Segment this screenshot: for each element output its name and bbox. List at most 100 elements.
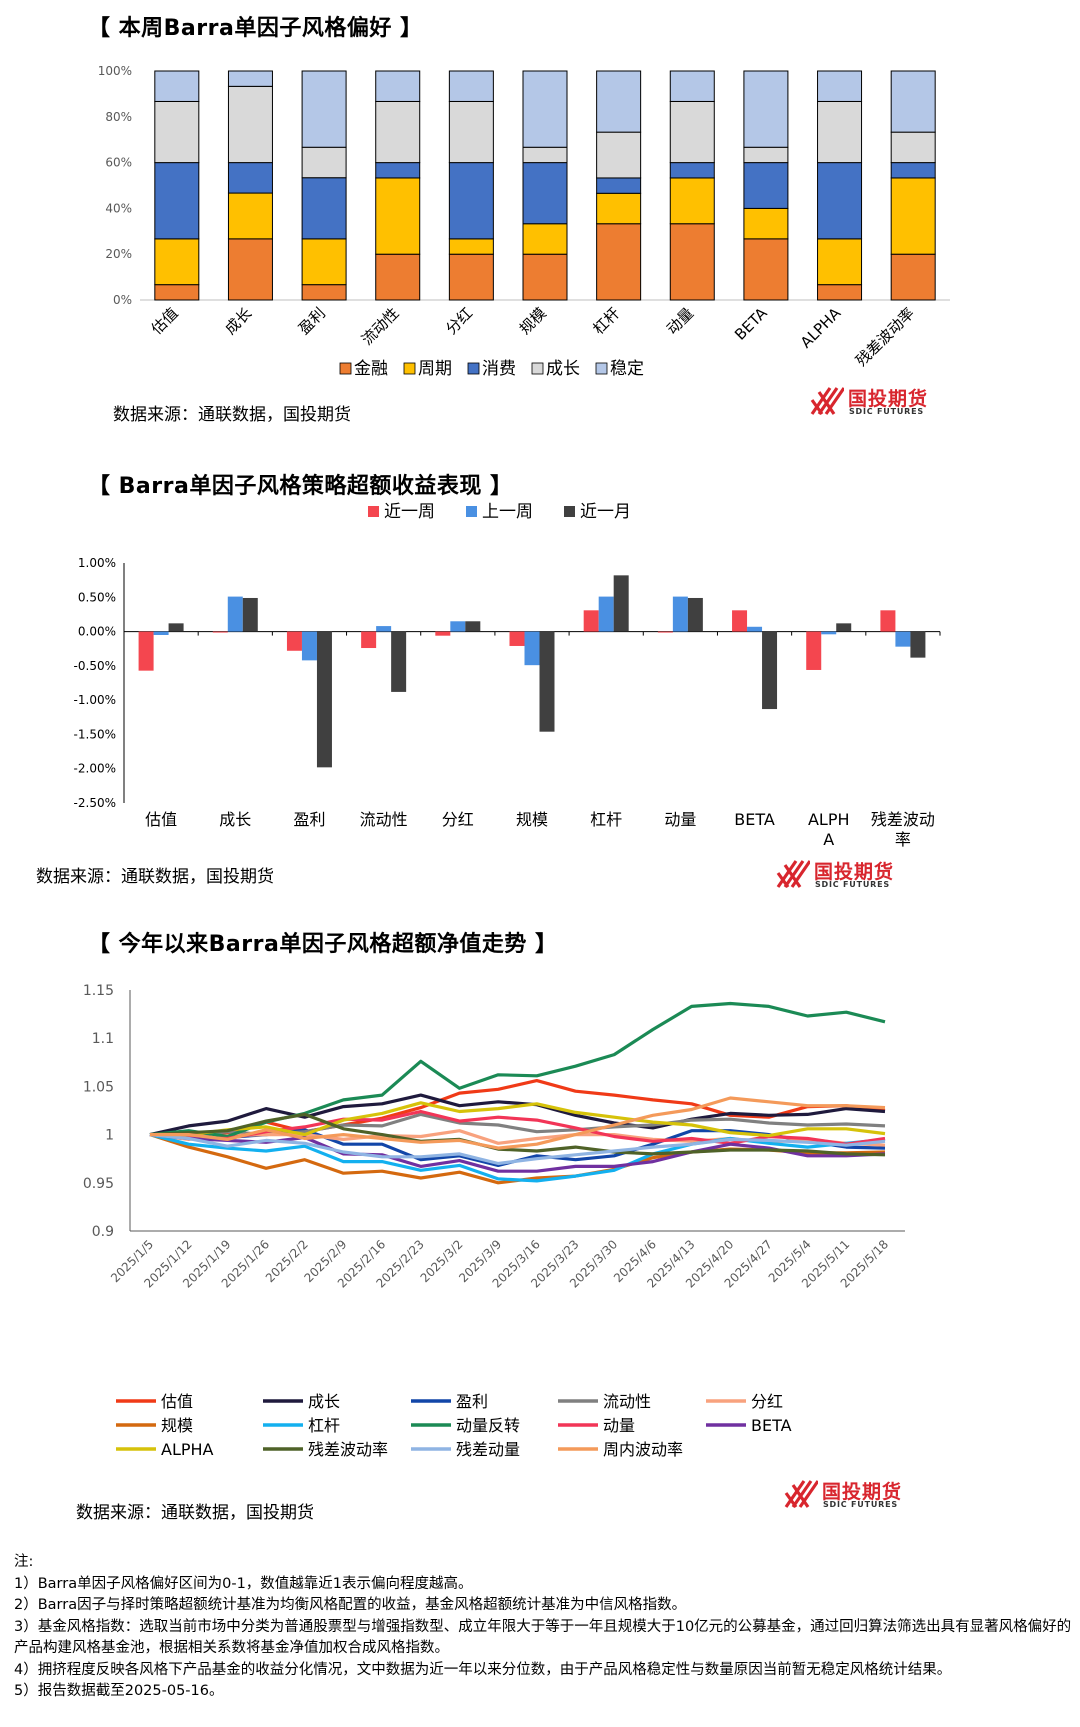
legend-label: 近一周 (384, 502, 435, 522)
bar (227, 596, 243, 632)
bar (583, 610, 599, 632)
bar (762, 631, 778, 710)
legend-label: 动量 (603, 1416, 635, 1435)
bar-segment (817, 100, 863, 164)
bar-segment (375, 177, 421, 255)
logo-en: SDIC FUTURES (823, 1500, 898, 1509)
y-tick-label: 20% (105, 247, 132, 261)
bar (316, 631, 332, 768)
bar-segment (227, 162, 273, 194)
bar (361, 631, 377, 649)
bar-segment (596, 131, 642, 179)
footnotes: 注: 1）Barra单因子风格偏好区间为0-1，数值越靠近1表示偏向程度越高。 … (14, 1552, 1074, 1703)
legend-swatch (466, 506, 477, 517)
x-tick-label: 盈利 (293, 810, 325, 829)
bar-segment (817, 238, 863, 286)
bar-segment (375, 162, 421, 179)
bar-segment (448, 162, 494, 240)
y-tick-label: 1.15 (83, 983, 114, 999)
sdic-logo-1: 国投期货 SDIC FUTURES (810, 384, 960, 420)
bar-segment (669, 223, 715, 301)
bar-segment (154, 238, 200, 286)
x-tick-label: 分红 (442, 810, 474, 829)
y-tick-label: 40% (105, 201, 132, 215)
bar (672, 596, 688, 632)
logo-en: SDIC FUTURES (849, 407, 924, 416)
x-tick-label: 分红 (442, 304, 476, 338)
legend-label: 周内波动率 (603, 1440, 683, 1459)
legend-swatch (595, 362, 608, 375)
bar-segment (817, 162, 863, 240)
note-5: 5）报告数据截至2025-05-16。 (14, 1683, 224, 1699)
bar (212, 631, 228, 633)
bar-segment (817, 70, 863, 102)
legend-label: 近一月 (580, 502, 631, 522)
logo-cn: 国投期货 (822, 1481, 903, 1503)
bar-segment (375, 253, 421, 301)
legend-label: ALPHA (161, 1440, 214, 1459)
bar-segment (522, 253, 568, 301)
y-tick-label: 0.00% (78, 625, 116, 639)
legend-label: 动量反转 (456, 1416, 520, 1435)
sdic-logo-icon (776, 860, 810, 888)
bar-segment (890, 162, 936, 179)
style-preference-stacked-bar-chart: 0%20%40%60%80%100%估值 成长 盈利 流动性 分红 规模 杠杆 动量 BETA A… (98, 64, 950, 379)
bar-segment (522, 70, 568, 148)
bar-segment (743, 162, 789, 209)
note-3: 3）基金风格指数：选取当前市场中分类为普通股票型与增强指数型、成立年限大于等于一… (14, 1618, 1072, 1657)
legend-label: 残差动量 (456, 1440, 520, 1459)
note-2: 2）Barra因子与择时策略超额统计基准为均衡风格配置的收益，基金风格超额统计基… (14, 1597, 687, 1613)
x-tick-label: 残差波动 (871, 810, 935, 829)
bar-segment (817, 284, 863, 301)
x-tick-label: 流动性 (360, 810, 408, 829)
logo-cn: 国投期货 (848, 388, 929, 410)
bar-segment (301, 177, 347, 240)
bar (836, 623, 852, 632)
legend-label: 金融 (354, 359, 388, 379)
legend-label: 上一周 (482, 502, 533, 522)
bar-segment (743, 146, 789, 164)
sdic-logo-2: 国投期货 SDIC FUTURES (776, 857, 926, 893)
series-line (149, 1093, 886, 1137)
logo-cn: 国投期货 (814, 861, 895, 883)
legend-label: 规模 (161, 1416, 193, 1435)
legend-label: 成长 (546, 359, 580, 379)
bar (168, 623, 184, 632)
bar-segment (596, 223, 642, 301)
bar-segment (669, 100, 715, 164)
bar-segment (375, 100, 421, 164)
bar-segment (154, 284, 200, 301)
note-4: 4）拥挤程度反映各风格下产品基金的收益分化情况，文中数据为近一年以来分位数，由于… (14, 1661, 952, 1678)
x-tick-label: 率 (895, 830, 911, 849)
bar (747, 626, 763, 632)
bar-segment (890, 131, 936, 164)
y-tick-label: 0.9 (92, 1224, 114, 1240)
y-tick-label: 0.95 (83, 1176, 114, 1192)
bar-segment (448, 70, 494, 102)
chart2-title: 【 Barra单因子风格策略超额收益表现 】 (88, 474, 513, 499)
bar-segment (890, 70, 936, 133)
legend-label: 残差波动率 (308, 1440, 388, 1459)
x-tick-label: 成长 (219, 810, 251, 829)
bar-segment (301, 238, 347, 286)
x-tick-label: 杠杆 (590, 304, 624, 338)
series-line (150, 1096, 886, 1150)
bar-segment (154, 100, 200, 164)
x-tick-label: 估值 (145, 810, 177, 829)
bar (821, 631, 837, 635)
bar (465, 621, 481, 632)
bar (732, 610, 748, 632)
legend-swatch (467, 362, 480, 375)
notes-header: 注: (14, 1554, 34, 1570)
legend-swatch (368, 506, 379, 517)
y-tick-label: -2.00% (74, 762, 116, 776)
y-tick-label: -2.50% (74, 796, 116, 810)
series-line (149, 1133, 886, 1166)
y-tick-label: 80% (105, 110, 132, 124)
x-tick-label: 流动性 (358, 304, 403, 349)
y-tick-label: -1.00% (74, 693, 116, 707)
bar-segment (375, 70, 421, 102)
legend-label: 流动性 (603, 1392, 651, 1411)
legend-label: 稳定 (610, 359, 644, 379)
bar (539, 631, 555, 732)
